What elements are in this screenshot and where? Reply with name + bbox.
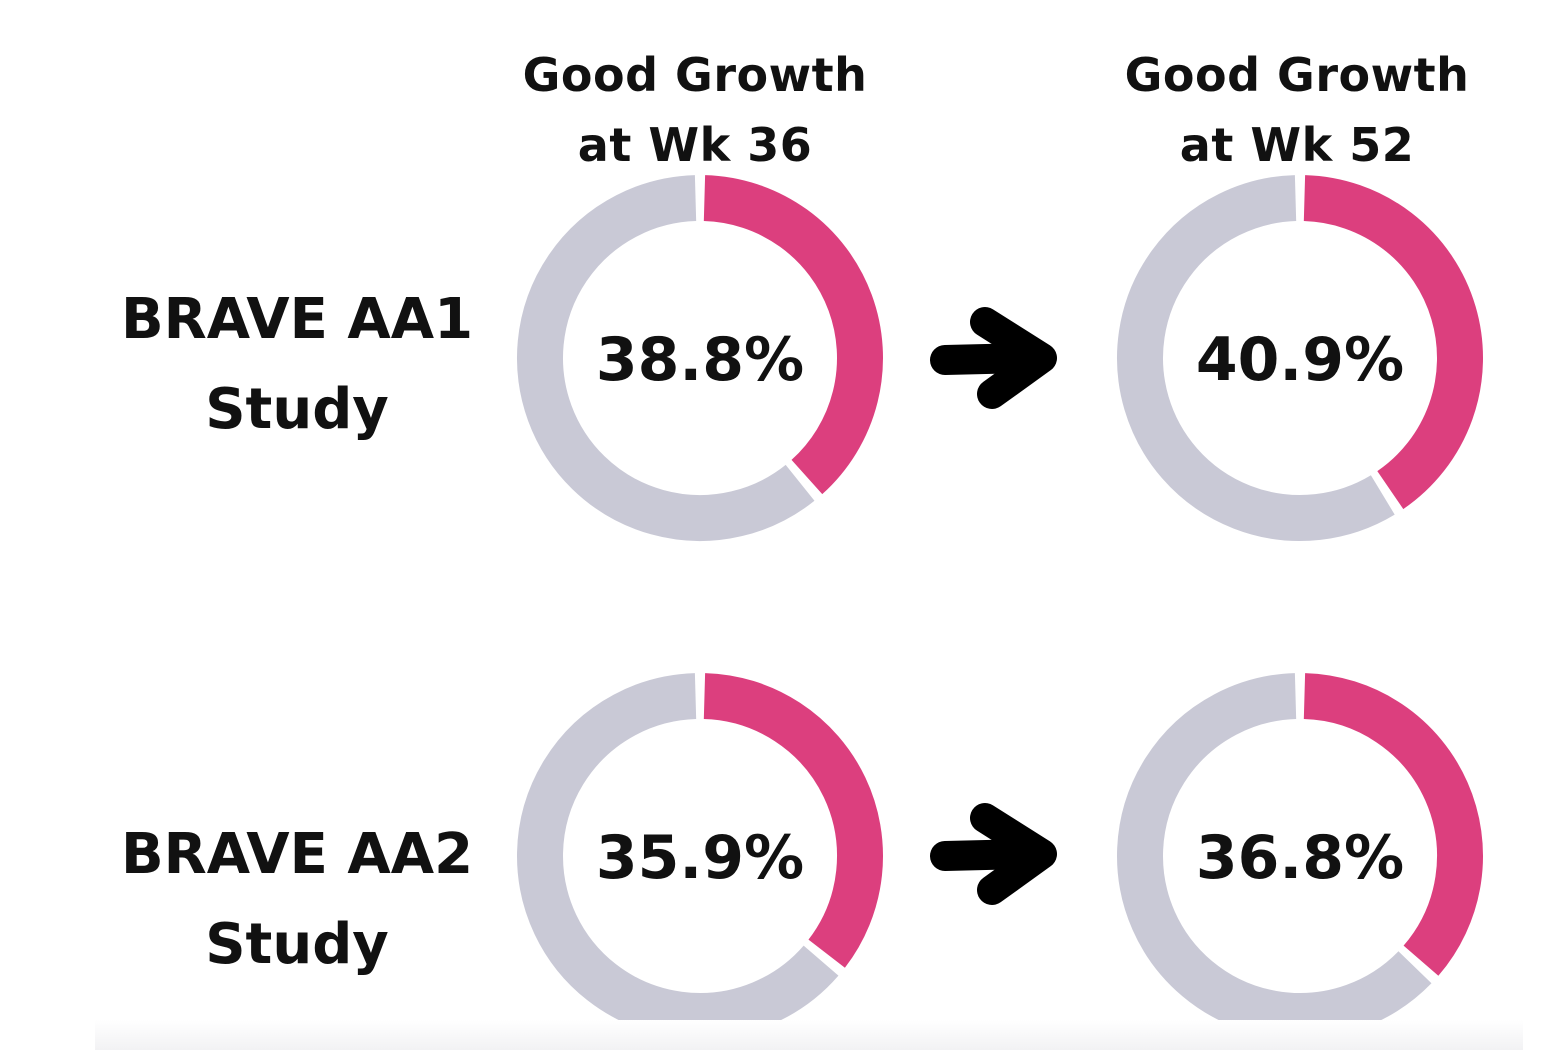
- donut-value-label: 35.9%: [596, 823, 804, 893]
- column-header-line2: at Wk 36: [577, 118, 813, 172]
- arrow-right-icon: [930, 307, 1057, 409]
- column-header-wk36: Good Growth at Wk 36: [485, 40, 905, 180]
- donut-remainder-segment: [1117, 673, 1432, 1039]
- column-header-wk52: Good Growth at Wk 52: [1087, 40, 1507, 180]
- column-header-line1: Good Growth: [522, 48, 868, 102]
- donut-remainder-segment: [1117, 175, 1395, 541]
- donut-value-segment: [703, 673, 883, 968]
- row-label-brave-aa2: BRAVE AA2 Study: [97, 810, 497, 990]
- donut-value-segment: [1303, 175, 1483, 510]
- donut-value-label: 38.8%: [596, 325, 804, 395]
- donut-value-segment: [1303, 673, 1483, 976]
- donut-value-segment: [703, 175, 883, 495]
- row-label-brave-aa1: BRAVE AA1 Study: [97, 275, 497, 455]
- row-label-line2: Study: [205, 377, 389, 442]
- row-label-line1: BRAVE AA1: [120, 287, 474, 352]
- row-label-line1: BRAVE AA2: [120, 822, 474, 887]
- row-label-line2: Study: [205, 912, 389, 977]
- donut-value-label: 36.8%: [1196, 823, 1404, 893]
- donut-remainder-segment: [517, 175, 815, 541]
- donut-value-label: 40.9%: [1196, 325, 1404, 395]
- arrow-right-icon: [930, 803, 1057, 905]
- bottom-edge-fade: [95, 1020, 1523, 1050]
- column-header-line2: at Wk 52: [1179, 118, 1415, 172]
- donut-remainder-segment: [517, 673, 839, 1039]
- column-header-line1: Good Growth: [1124, 48, 1470, 102]
